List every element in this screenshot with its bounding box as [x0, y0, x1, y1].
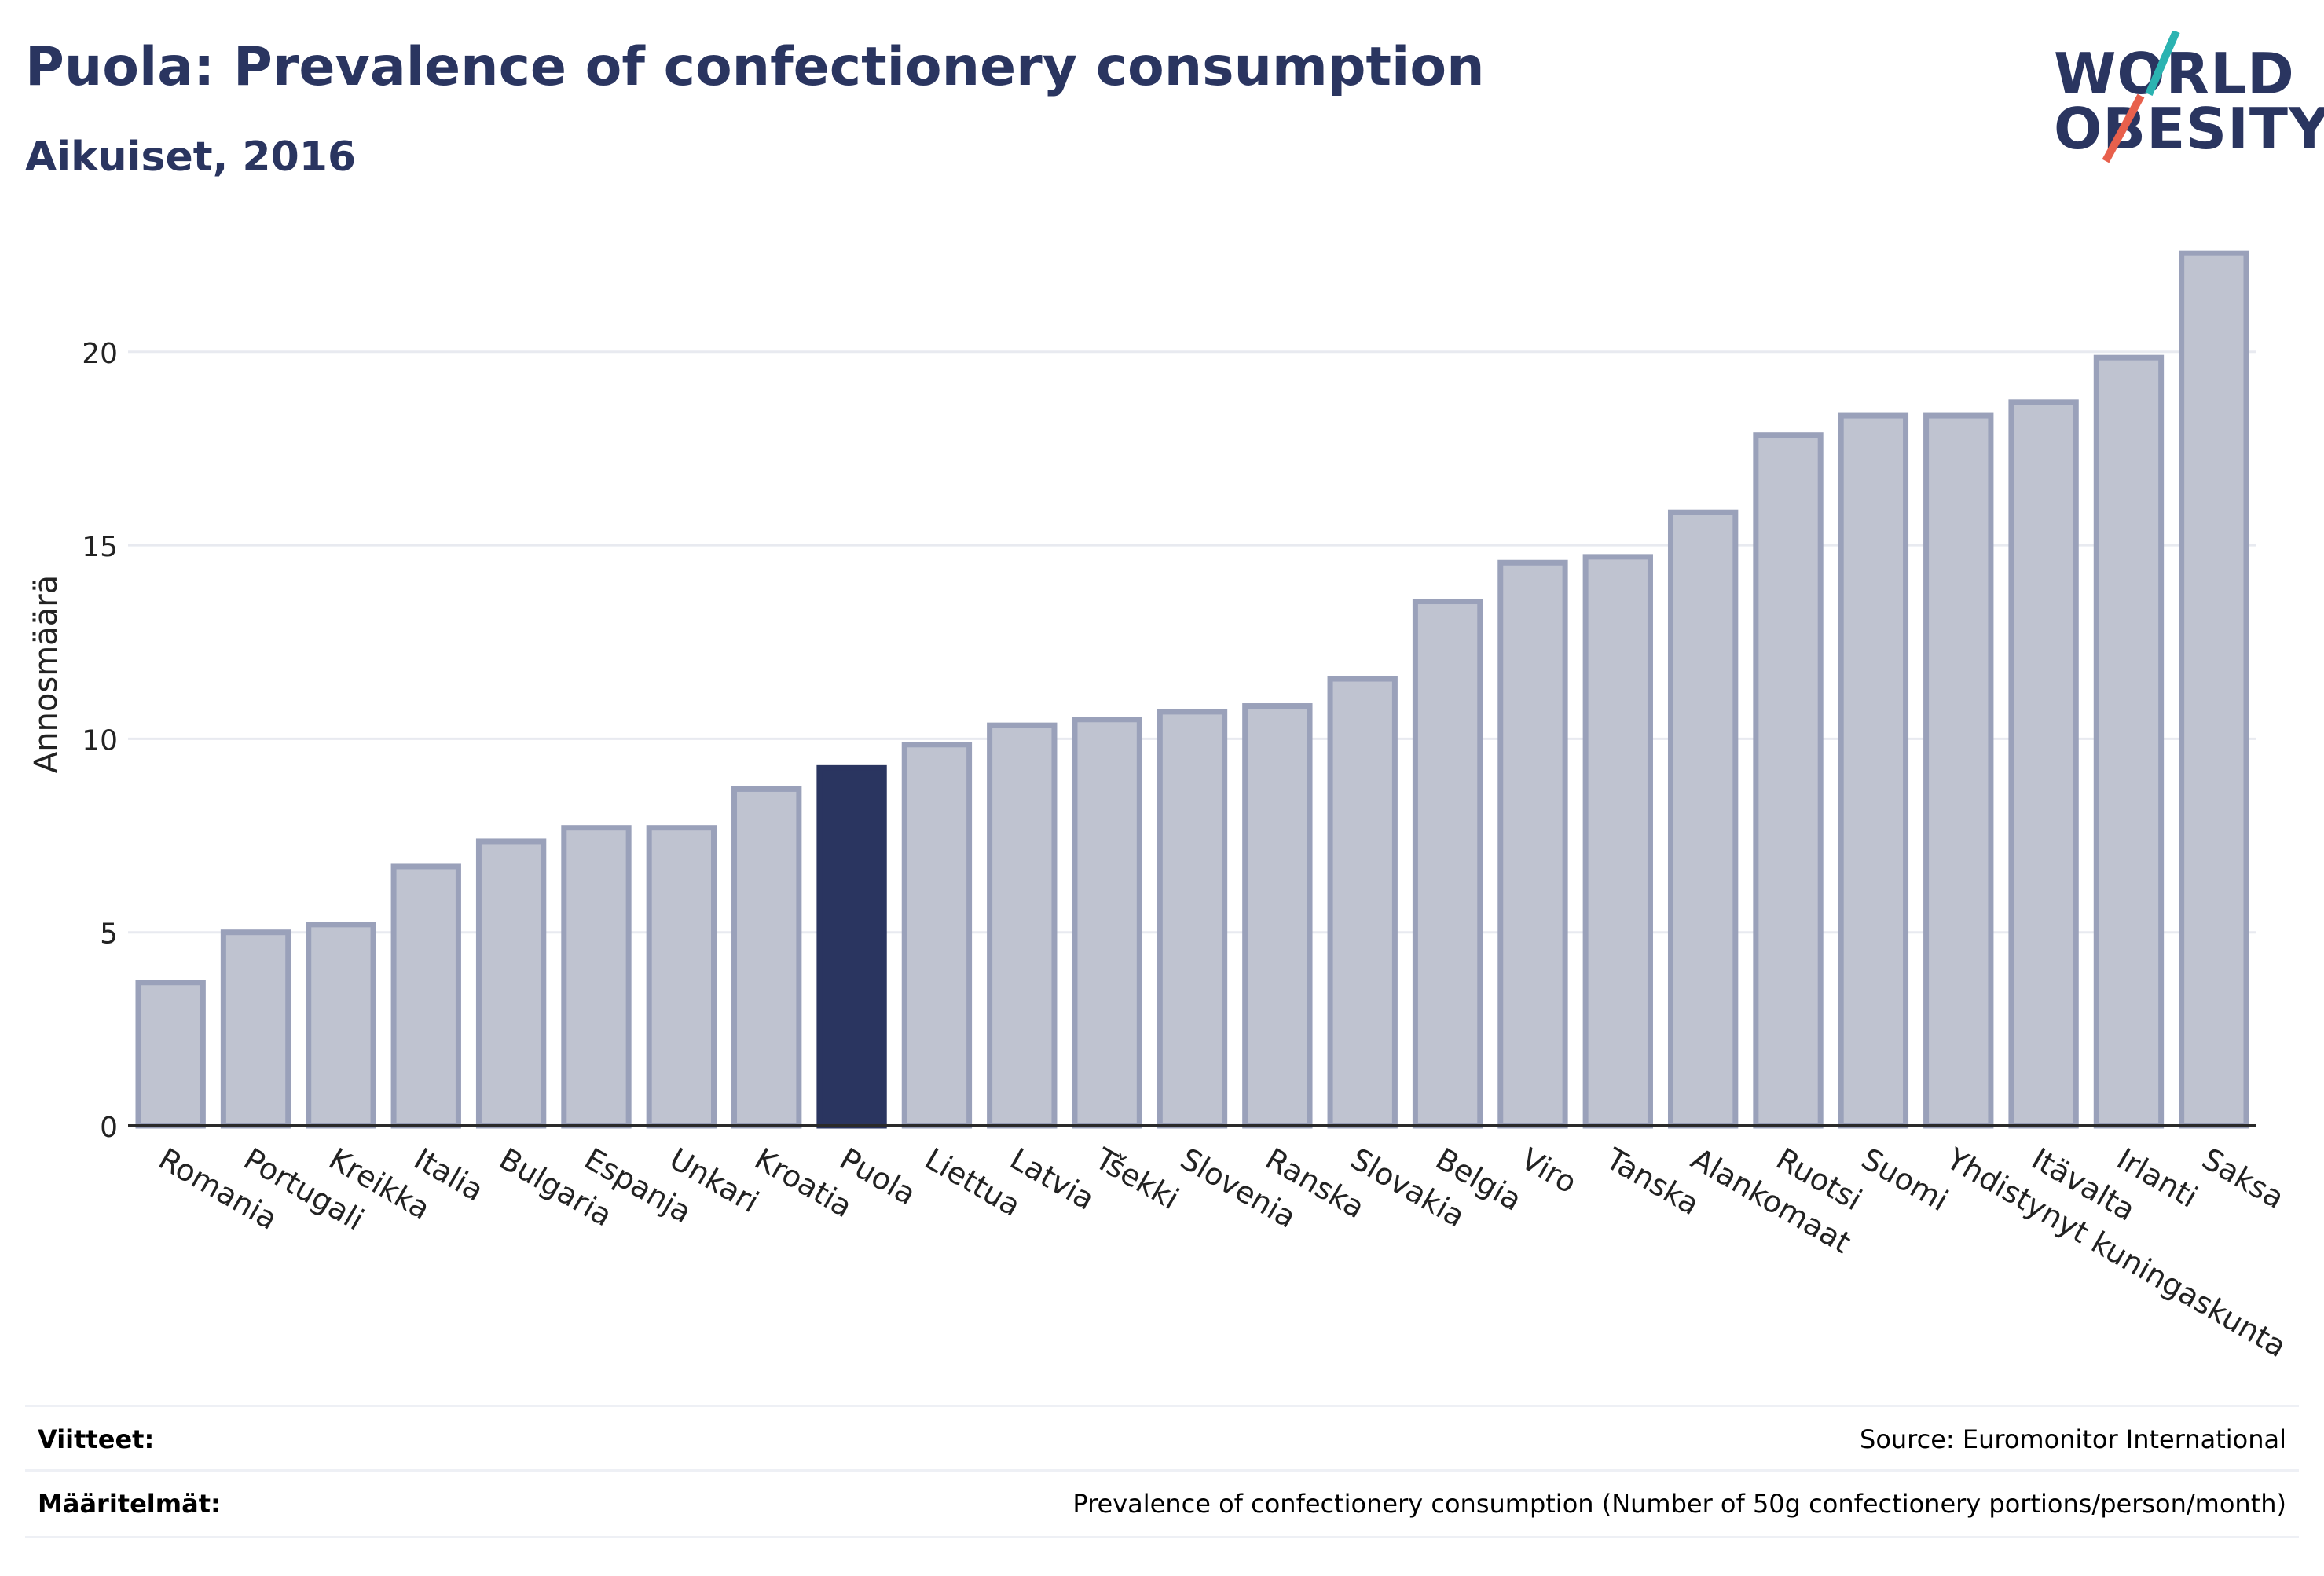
x-tick-label: Tanska — [1600, 1141, 1705, 1222]
y-axis-label: Annosmäärä — [28, 575, 64, 773]
logo-line-1: WORLD — [2054, 41, 2295, 107]
bar — [1582, 554, 1653, 1129]
bar — [646, 825, 717, 1129]
bar — [2179, 250, 2249, 1129]
bar — [731, 786, 802, 1129]
bar — [1157, 709, 1228, 1129]
bar — [475, 838, 547, 1129]
bar — [1923, 412, 1994, 1129]
logo-stripe-icon — [2102, 31, 2180, 163]
bar — [220, 929, 291, 1129]
bar — [1667, 509, 1739, 1129]
references-row: Viitteet: Source: Euromonitor Internatio… — [25, 1405, 2299, 1472]
bar — [1838, 412, 1909, 1129]
bar — [135, 980, 206, 1129]
bar — [1242, 703, 1313, 1129]
bar — [1327, 676, 1398, 1129]
bar — [2093, 354, 2165, 1129]
x-tick-label: Kroatia — [749, 1142, 858, 1225]
references-label: Viitteet: — [38, 1424, 155, 1454]
bars — [135, 250, 2249, 1129]
x-tick-label: Tšekki — [1089, 1141, 1185, 1216]
bar — [1497, 559, 1568, 1129]
bar — [306, 922, 376, 1129]
bar — [1753, 432, 1824, 1129]
x-tick-label: Saksa — [2196, 1142, 2289, 1215]
bar — [390, 863, 461, 1129]
bar — [2008, 399, 2079, 1129]
references-value: Source: Euromonitor International — [1860, 1424, 2286, 1454]
world-obesity-logo: WORLD OBESITY — [2035, 31, 2324, 173]
y-tick-label: 15 — [82, 531, 118, 563]
y-tick-label: 10 — [82, 724, 118, 757]
bar — [561, 825, 632, 1129]
y-tick-label: 0 — [100, 1112, 118, 1144]
chart-title: Puola: Prevalence of confectionery consu… — [25, 36, 1485, 98]
x-tick-label: Liettua — [919, 1142, 1027, 1223]
bar — [1412, 599, 1483, 1129]
bar-highlighted — [816, 764, 887, 1129]
bar — [901, 742, 973, 1129]
definitions-label: Määritelmät: — [38, 1489, 221, 1519]
definitions-value: Prevalence of confectionery consumption … — [1072, 1489, 2286, 1519]
logo-line-2: OBESITY — [2054, 96, 2324, 162]
definitions-row: Määritelmät: Prevalence of confectionery… — [25, 1469, 2299, 1538]
chart-subtitle: Aikuiset, 2016 — [25, 134, 357, 181]
x-tick-label: Suomi — [1856, 1142, 1954, 1219]
y-tick-label: 5 — [100, 918, 118, 951]
bar — [987, 722, 1058, 1129]
y-tick-label: 20 — [82, 338, 118, 370]
bar — [1072, 717, 1142, 1129]
